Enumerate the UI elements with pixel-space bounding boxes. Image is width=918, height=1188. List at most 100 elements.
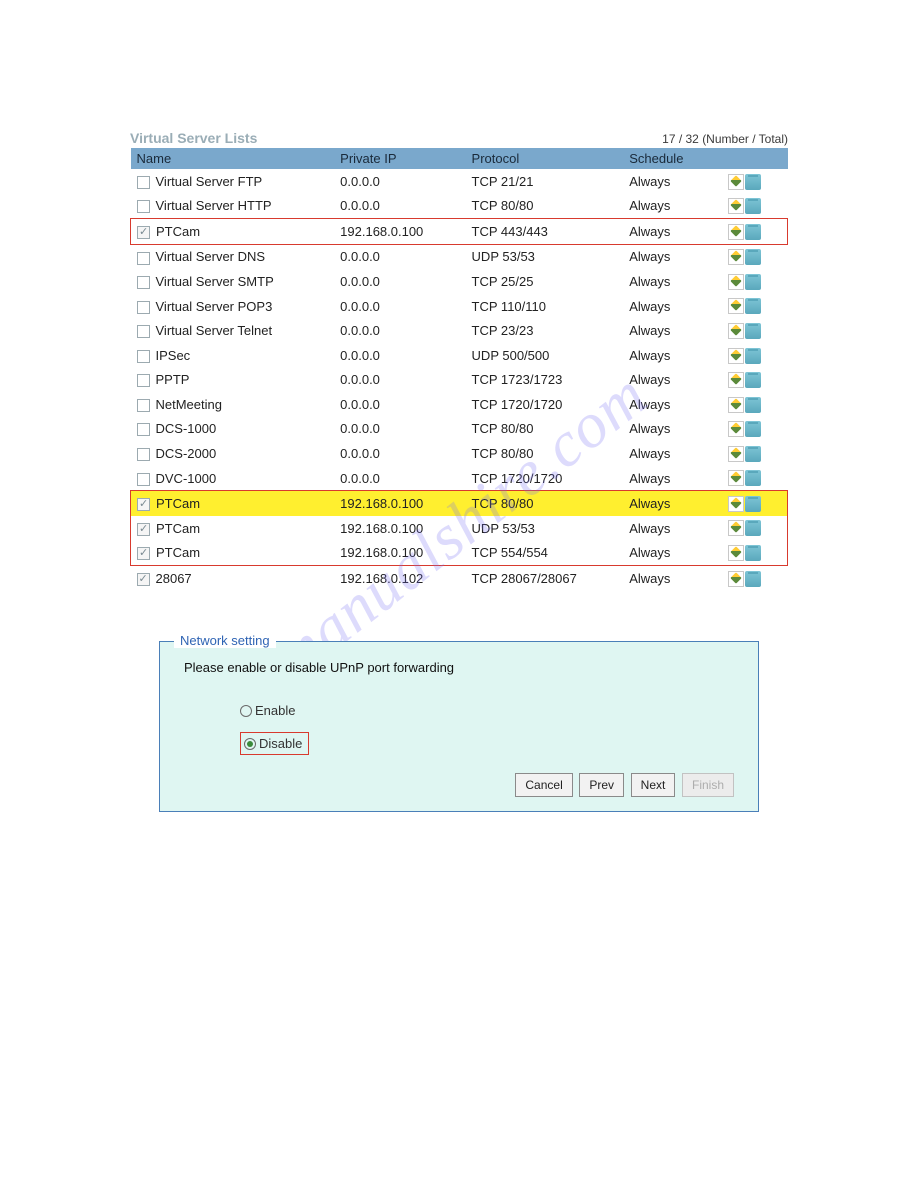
edit-icon[interactable] [728,348,744,364]
row-name: Virtual Server FTP [156,174,263,189]
row-checkbox[interactable] [137,276,150,289]
row-ip: 0.0.0.0 [334,392,465,417]
trash-icon[interactable] [745,446,761,462]
row-protocol: TCP 1720/1720 [466,392,624,417]
row-checkbox[interactable] [137,374,150,387]
table-row: DVC-10000.0.0.0TCP 1720/1720Always [131,466,788,491]
row-ip: 0.0.0.0 [334,194,465,219]
row-schedule: Always [623,368,722,393]
edit-icon[interactable] [728,496,744,512]
row-checkbox[interactable] [137,301,150,314]
row-protocol: TCP 80/80 [466,194,624,219]
row-checkbox[interactable] [137,523,150,536]
table-row: PPTP0.0.0.0TCP 1723/1723Always [131,368,788,393]
edit-icon[interactable] [728,397,744,413]
row-checkbox[interactable] [137,448,150,461]
row-protocol: TCP 25/25 [466,269,624,294]
trash-icon[interactable] [745,348,761,364]
edit-icon[interactable] [728,198,744,214]
row-name: DVC-1000 [156,471,217,486]
row-checkbox[interactable] [137,252,150,265]
row-checkbox[interactable] [137,498,150,511]
radio-disable[interactable] [244,738,256,750]
row-ip: 0.0.0.0 [334,441,465,466]
row-ip: 0.0.0.0 [334,368,465,393]
radio-disable-highlight: Disable [240,732,309,755]
edit-icon[interactable] [728,372,744,388]
row-ip: 0.0.0.0 [334,269,465,294]
trash-icon[interactable] [745,470,761,486]
row-protocol: TCP 1720/1720 [466,466,624,491]
row-schedule: Always [623,441,722,466]
edit-icon[interactable] [728,470,744,486]
trash-icon[interactable] [745,298,761,314]
row-checkbox[interactable] [137,325,150,338]
edit-icon[interactable] [728,249,744,265]
row-ip: 0.0.0.0 [334,244,465,269]
row-name: PTCam [156,521,200,536]
table-row: Virtual Server FTP0.0.0.0TCP 21/21Always [131,169,788,194]
radio-enable[interactable] [240,705,252,717]
finish-button: Finish [682,773,734,797]
col-schedule: Schedule [623,148,722,169]
col-name: Name [131,148,335,169]
trash-icon[interactable] [745,421,761,437]
trash-icon[interactable] [745,372,761,388]
row-checkbox[interactable] [137,547,150,560]
edit-icon[interactable] [728,421,744,437]
table-row: PTCam192.168.0.100UDP 53/53Always [131,516,788,541]
row-name: Virtual Server HTTP [156,198,272,213]
row-schedule: Always [623,244,722,269]
trash-icon[interactable] [745,520,761,536]
row-ip: 0.0.0.0 [334,417,465,442]
row-checkbox[interactable] [137,226,150,239]
edit-icon[interactable] [728,298,744,314]
row-schedule: Always [623,318,722,343]
trash-icon[interactable] [745,571,761,587]
row-schedule: Always [623,540,722,565]
row-checkbox[interactable] [137,350,150,363]
row-checkbox[interactable] [137,399,150,412]
trash-icon[interactable] [745,224,761,240]
edit-icon[interactable] [728,274,744,290]
edit-icon[interactable] [728,446,744,462]
edit-icon[interactable] [728,545,744,561]
trash-icon[interactable] [745,274,761,290]
table-row: PTCam192.168.0.100TCP 554/554Always [131,540,788,565]
count-label: 17 / 32 (Number / Total) [662,132,788,146]
row-ip: 192.168.0.100 [334,219,465,245]
trash-icon[interactable] [745,496,761,512]
trash-icon[interactable] [745,198,761,214]
row-checkbox[interactable] [137,473,150,486]
row-checkbox[interactable] [137,573,150,586]
edit-icon[interactable] [728,323,744,339]
row-name: PTCam [156,545,200,560]
row-checkbox[interactable] [137,423,150,436]
row-checkbox[interactable] [137,200,150,213]
network-setting-panel: Network setting Please enable or disable… [159,641,759,812]
radio-enable-row[interactable]: Enable [240,703,734,718]
row-name: Virtual Server POP3 [156,299,273,314]
edit-icon[interactable] [728,520,744,536]
trash-icon[interactable] [745,323,761,339]
cancel-button[interactable]: Cancel [515,773,572,797]
table-row: DCS-10000.0.0.0TCP 80/80Always [131,417,788,442]
row-protocol: TCP 21/21 [466,169,624,194]
row-name: Virtual Server SMTP [156,274,274,289]
trash-icon[interactable] [745,545,761,561]
trash-icon[interactable] [745,249,761,265]
table-row: Virtual Server DNS0.0.0.0UDP 53/53Always [131,244,788,269]
prev-button[interactable]: Prev [579,773,624,797]
edit-icon[interactable] [728,224,744,240]
row-name: NetMeeting [156,397,222,412]
row-schedule: Always [623,466,722,491]
trash-icon[interactable] [745,397,761,413]
row-checkbox[interactable] [137,176,150,189]
edit-icon[interactable] [728,571,744,587]
next-button[interactable]: Next [631,773,676,797]
row-schedule: Always [623,491,722,516]
row-ip: 192.168.0.100 [334,540,465,565]
edit-icon[interactable] [728,174,744,190]
trash-icon[interactable] [745,174,761,190]
row-schedule: Always [623,194,722,219]
